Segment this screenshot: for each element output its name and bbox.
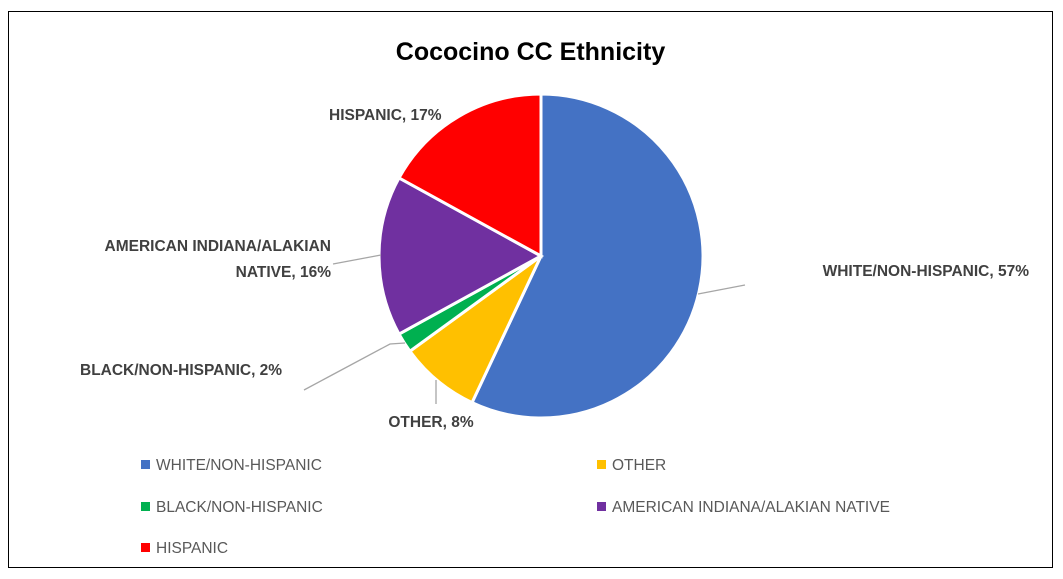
- data-label-white: WHITE/NON-HISPANIC, 57%: [823, 263, 1030, 280]
- leader-line-black: [303, 342, 406, 391]
- legend-label-white: WHITE/NON-HISPANIC: [156, 457, 322, 474]
- pie-slice-hispanic: [397, 92, 543, 259]
- legend-swatch-white: [141, 460, 150, 469]
- legend-label-american-native: AMERICAN INDIANA/ALAKIAN NATIVE: [612, 499, 890, 516]
- data-label-black: BLACK/NON-HISPANIC, 2%: [80, 362, 282, 379]
- legend-label-hispanic: HISPANIC: [156, 540, 228, 557]
- legend-swatch-black: [141, 502, 150, 511]
- leader-line-american-native: [332, 254, 382, 265]
- leader-line-white: [697, 284, 746, 295]
- legend-swatch-american-native: [597, 502, 606, 511]
- data-label-hispanic: HISPANIC, 17%: [329, 107, 442, 124]
- legend-label-black: BLACK/NON-HISPANIC: [156, 499, 323, 516]
- data-label-other: OTHER, 8%: [388, 414, 473, 431]
- legend-label-other: OTHER: [612, 457, 666, 474]
- data-label-american-native-line1: AMERICAN INDIANA/ALAKIAN: [105, 238, 331, 255]
- data-label-american-native-line2: NATIVE, 16%: [236, 264, 332, 281]
- legend-swatch-hispanic: [141, 543, 150, 552]
- pie-slices: [377, 92, 705, 420]
- legend-swatch-other: [597, 460, 606, 469]
- chart-title: Cococino CC Ethnicity: [395, 38, 666, 66]
- pie-slice-white: [470, 92, 705, 420]
- leader-lines: [303, 254, 746, 404]
- legend: WHITE/NON-HISPANIC OTHER BLACK/NON-HISPA…: [141, 457, 890, 557]
